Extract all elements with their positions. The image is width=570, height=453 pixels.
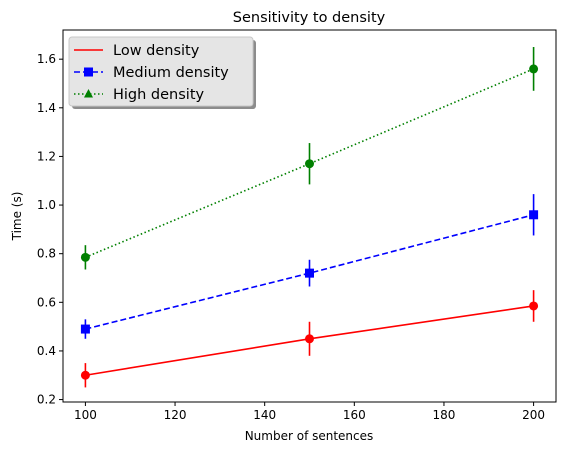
y-tick-label: 0.8 — [37, 247, 56, 261]
legend: Low density Medium density High density — [68, 36, 256, 109]
series-medium-density — [80, 194, 539, 339]
legend-box — [68, 36, 254, 107]
y-tick-label: 1.4 — [37, 101, 56, 115]
data-point — [529, 210, 539, 220]
y-tick-label: 0.6 — [37, 295, 56, 309]
y-tick-label: 1.2 — [37, 149, 56, 163]
series-line — [85, 68, 534, 259]
data-point — [80, 370, 90, 380]
x-tick-label: 180 — [433, 408, 456, 422]
plot-series — [80, 47, 539, 388]
data-point — [305, 268, 314, 278]
chart-title: Sensitivity to density — [233, 10, 386, 26]
data-point — [529, 301, 539, 311]
x-axis-label: Number of sentences — [245, 429, 374, 443]
axis-ticks: 100 120 140 160 180 200 0.2 0.4 0.6 0.8 1.0 1.2 1.4 1… — [37, 52, 545, 422]
data-point — [529, 64, 539, 74]
y-tick-label: 1.6 — [37, 52, 56, 66]
y-tick-label: 0.4 — [37, 344, 56, 358]
legend-label: Medium density — [113, 65, 229, 81]
series-high-density — [80, 47, 539, 270]
x-tick-label: 100 — [74, 408, 97, 422]
legend-entry: Medium density — [74, 65, 229, 81]
x-tick-label: 160 — [343, 408, 366, 422]
y-tick-label: 0.2 — [37, 393, 56, 407]
plot-frame — [62, 29, 557, 403]
legend-label: Low density — [113, 43, 200, 59]
legend-entry: Low density — [74, 43, 200, 59]
legend-entry: High density — [74, 87, 205, 103]
x-tick-label: 140 — [253, 408, 276, 422]
y-axis-label: Time (s) — [10, 192, 24, 242]
series-low-density — [80, 290, 539, 388]
x-tick-label: 120 — [164, 408, 187, 422]
legend-marker — [84, 67, 93, 77]
plot-border — [62, 29, 557, 403]
y-tick-label: 1.0 — [37, 198, 56, 212]
legend-marker — [84, 89, 93, 98]
legend-label: High density — [113, 87, 205, 103]
data-point — [80, 252, 90, 262]
data-point — [305, 334, 314, 344]
x-tick-label: 200 — [522, 408, 545, 422]
data-point — [80, 324, 90, 334]
data-point — [305, 159, 314, 169]
